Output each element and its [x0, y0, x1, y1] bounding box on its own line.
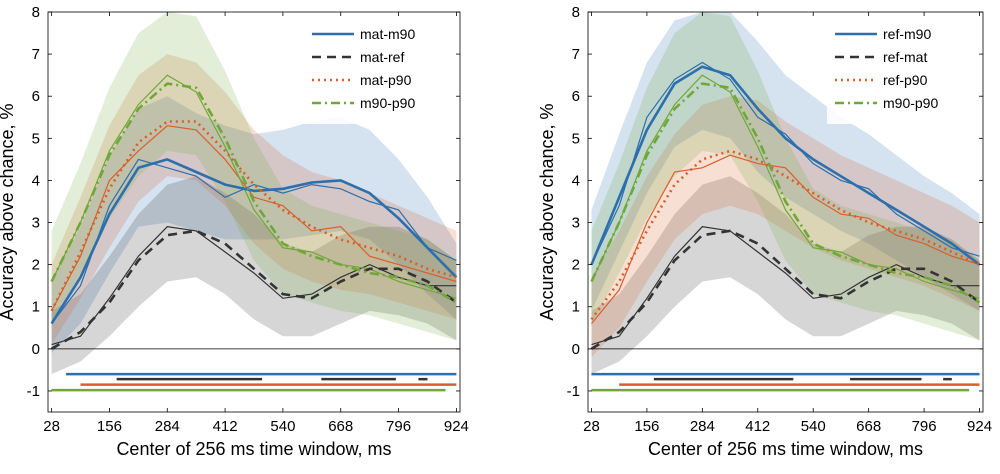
y-tick-label: 8 — [32, 4, 40, 21]
x-tick-label: 668 — [328, 418, 353, 435]
figure: 28 156 284 412 540 668 796 924 -1 0 1 2 3 4 5 6 7 8 Center… — [0, 0, 1000, 469]
y-tick-label: 6 — [572, 88, 580, 105]
x-tick-label: 156 — [97, 418, 122, 435]
x-tick-label: 668 — [856, 418, 881, 435]
legend: ref-m90 ref-mat ref-p90 m90-p90 — [827, 20, 977, 124]
x-tick-label: 156 — [634, 418, 659, 435]
y-tick-label: 2 — [572, 257, 580, 274]
y-tick-label: -1 — [27, 383, 40, 400]
legend-label-mat-m90: mat-m90 — [360, 26, 415, 42]
legend: mat-m90 mat-ref mat-p90 m90-p90 — [304, 20, 454, 124]
y-tick-label: 6 — [32, 88, 40, 105]
y-tick-label: -1 — [567, 383, 580, 400]
legend-label-mat-p90: mat-p90 — [360, 72, 412, 88]
y-tick-label: 3 — [32, 215, 40, 232]
chart-panel-2: 28 156 284 412 540 668 796 924 -1 0 1 2 3 4 5 6 7 8 Center… — [537, 4, 992, 459]
legend-label-ref-m90: ref-m90 — [883, 26, 931, 42]
y-tick-label: 2 — [32, 257, 40, 274]
y-tick-label: 1 — [32, 299, 40, 316]
y-tick-label: 0 — [32, 341, 40, 358]
x-axis-label: Center of 256 ms time window, ms — [648, 439, 923, 459]
x-tick-label: 540 — [801, 418, 826, 435]
x-tick-label: 924 — [444, 418, 469, 435]
y-tick-label: 1 — [572, 299, 580, 316]
legend-label-m90-p90: m90-p90 — [883, 95, 938, 111]
y-tick-label: 8 — [572, 4, 580, 21]
y-axis-label: Accuracy above chance, % — [0, 103, 17, 320]
y-tick-label: 0 — [572, 341, 580, 358]
y-tick-label: 5 — [32, 130, 40, 147]
chart-panel-1: 28 156 284 412 540 668 796 924 -1 0 1 2 3 4 5 6 7 8 Center… — [0, 4, 469, 459]
x-tick-label: 924 — [967, 418, 992, 435]
legend-label-mat-ref: mat-ref — [360, 49, 404, 65]
y-tick-label: 7 — [572, 46, 580, 63]
legend-label-ref-mat: ref-mat — [883, 49, 927, 65]
x-tick-label: 284 — [690, 418, 715, 435]
y-axis-label: Accuracy above chance, % — [537, 103, 557, 320]
y-tick-label: 5 — [572, 130, 580, 147]
legend-label-ref-p90: ref-p90 — [883, 72, 928, 88]
y-tick-label: 4 — [572, 172, 580, 189]
x-tick-label: 540 — [270, 418, 295, 435]
x-tick-label: 28 — [43, 418, 60, 435]
y-tick-label: 7 — [32, 46, 40, 63]
legend-label-m90-p90: m90-p90 — [360, 95, 415, 111]
y-tick-label: 3 — [572, 215, 580, 232]
x-axis-label: Center of 256 ms time window, ms — [116, 439, 391, 459]
x-tick-label: 284 — [155, 418, 180, 435]
x-tick-label: 796 — [386, 418, 411, 435]
x-tick-label: 28 — [583, 418, 600, 435]
x-tick-label: 412 — [213, 418, 238, 435]
x-tick-label: 412 — [745, 418, 770, 435]
chart-canvas: 28 156 284 412 540 668 796 924-1012345678Center… — [0, 0, 1000, 469]
y-tick-label: 4 — [32, 172, 40, 189]
x-tick-label: 796 — [912, 418, 937, 435]
